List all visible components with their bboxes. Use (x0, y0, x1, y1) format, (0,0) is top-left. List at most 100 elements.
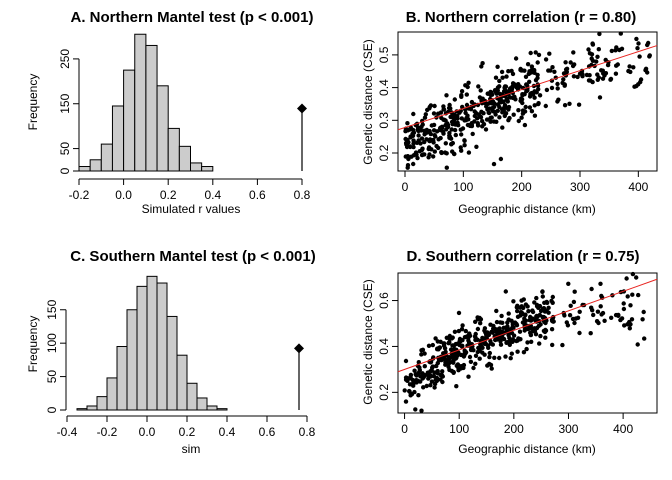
data-point (439, 115, 444, 121)
data-point (536, 101, 541, 107)
data-point (536, 52, 542, 58)
data-point (488, 362, 494, 368)
chart-title: D. Southern correlation (r = 0.75) (407, 248, 640, 265)
data-point (405, 376, 410, 381)
data-point (408, 393, 413, 398)
data-point (500, 75, 505, 80)
data-point (472, 109, 477, 114)
data-point (511, 94, 517, 100)
x-tick-label: 400 (628, 180, 648, 194)
data-point (419, 408, 424, 413)
data-point (609, 315, 614, 320)
x-tick-label: 0.0 (115, 188, 132, 202)
data-point (519, 115, 524, 120)
data-point (504, 74, 509, 79)
plot-area: 0 100 200 300 400 0.2 0.4 0.6 (377, 271, 658, 436)
histogram-bar (111, 105, 125, 172)
data-point (488, 322, 493, 327)
y-tick-label: 50 (45, 370, 59, 384)
panel-c-southern-mantel: C. Southern Mantel test (p < 0.001) sim … (26, 248, 316, 456)
data-point (431, 137, 436, 143)
data-point (422, 128, 427, 133)
data-point (452, 356, 458, 361)
data-point (452, 97, 457, 102)
data-point (523, 104, 528, 110)
x-tick-label: -0.2 (97, 425, 118, 439)
data-point (509, 68, 514, 74)
data-point (402, 388, 407, 393)
data-point (403, 358, 409, 364)
data-point (432, 103, 437, 109)
x-tick-label: 0 (401, 422, 408, 436)
data-point (408, 134, 413, 139)
data-point (540, 289, 545, 294)
data-point (411, 153, 417, 158)
data-point (461, 362, 467, 368)
data-point (411, 141, 416, 146)
data-point (529, 109, 535, 114)
data-point (419, 136, 425, 141)
data-point (570, 316, 576, 322)
data-point (511, 299, 516, 304)
data-point (632, 84, 637, 89)
data-point (475, 349, 480, 355)
data-point (475, 317, 481, 322)
data-point (435, 360, 440, 366)
data-point (563, 60, 568, 65)
x-tick-label: 0.8 (294, 188, 311, 202)
data-point (535, 72, 540, 78)
data-point (568, 303, 573, 308)
data-point (488, 92, 493, 98)
data-point (588, 331, 593, 336)
data-point (446, 341, 451, 346)
data-point (589, 305, 594, 310)
data-point (627, 326, 632, 331)
data-point (645, 70, 650, 75)
data-point (442, 357, 448, 362)
observed-value-marker (294, 343, 304, 354)
data-point (544, 87, 550, 93)
panel-b-northern-correlation: B. Northern correlation (r = 0.80) Geogr… (361, 9, 658, 216)
histogram-bar (86, 405, 98, 411)
histogram-bar (126, 309, 138, 411)
data-point (436, 347, 441, 352)
data-point (543, 103, 548, 109)
data-point (506, 317, 511, 322)
data-point (450, 359, 455, 365)
x-tick-label: 0.2 (179, 425, 196, 439)
data-point (473, 361, 478, 366)
data-point (503, 84, 509, 89)
data-point (471, 365, 476, 371)
data-point (468, 107, 474, 112)
data-point (621, 301, 626, 306)
data-point (419, 352, 424, 357)
data-point (451, 343, 457, 348)
data-point (628, 69, 633, 75)
data-point (562, 82, 567, 87)
data-point (477, 95, 483, 100)
data-point (598, 281, 603, 286)
x-tick-label: 200 (512, 180, 532, 194)
y-axis-label: Frequency (26, 316, 40, 373)
y-tick-label: 0.6 (377, 292, 391, 309)
x-axis-label: sim (182, 442, 201, 456)
y-tick-label: 100 (45, 333, 59, 353)
data-point (403, 399, 409, 404)
data-point (529, 64, 535, 69)
data-point (532, 328, 538, 334)
data-point (532, 300, 537, 305)
data-point (459, 94, 464, 100)
data-point (634, 36, 639, 42)
data-point (560, 342, 565, 348)
data-point (497, 115, 502, 120)
data-point (425, 370, 430, 375)
data-point (459, 132, 464, 137)
data-point (434, 378, 439, 384)
y-tick-label: 250 (58, 49, 72, 69)
data-point (544, 308, 549, 313)
data-point (571, 74, 577, 79)
data-point (503, 88, 508, 93)
x-tick-label: 0.6 (249, 188, 266, 202)
data-point (526, 309, 531, 314)
data-point (435, 368, 440, 374)
